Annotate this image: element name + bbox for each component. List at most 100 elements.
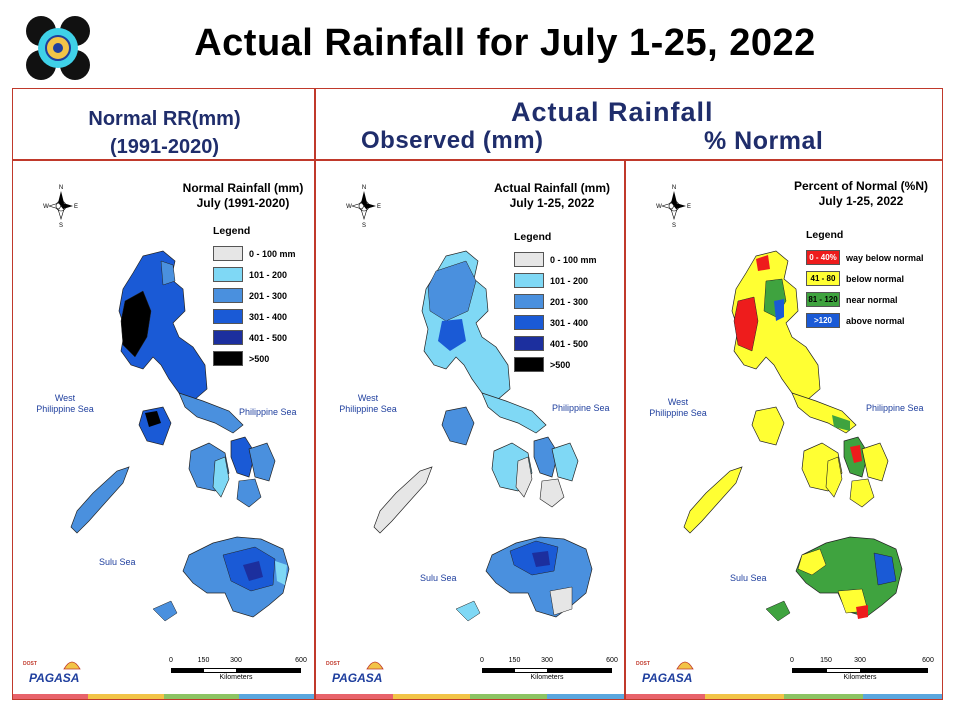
compass-e-label: E xyxy=(377,204,381,210)
color-strip xyxy=(316,694,624,699)
scale-tick: 600 xyxy=(922,657,934,664)
pagasa-logo: DOST PAGASA xyxy=(19,659,81,687)
umbrella-icon xyxy=(63,661,81,670)
scale-tick: 300 xyxy=(854,657,866,664)
scale-tick: 150 xyxy=(508,657,521,664)
sea-label-west: West Philippine Sea xyxy=(648,397,708,419)
sea-label-south: Sulu Sea xyxy=(420,573,457,583)
legend-percent: Legend 0 - 40% way below normal 41 - 80 bel… xyxy=(806,229,924,331)
header-normal-line2: (1991-2020) xyxy=(110,136,219,158)
dost-label: DOST xyxy=(636,661,650,667)
map-title-line1: Actual Rainfall (mm) xyxy=(493,181,610,195)
scale-tick: 300 xyxy=(541,657,553,664)
header-normal-label: Normal RR(mm) (1991-2020) xyxy=(13,105,316,161)
legend-label: 101 - 200 xyxy=(249,269,288,280)
legend-label: 301 - 400 xyxy=(550,317,589,328)
scale-tick: 600 xyxy=(606,657,618,664)
compass-w-label: W xyxy=(656,204,662,210)
legend-swatch xyxy=(514,357,544,372)
legend-item: 0 - 40% way below normal xyxy=(806,247,924,268)
map-panel-percent: Percent of Normal (%N) July 1-25, 2022 N… xyxy=(625,160,943,700)
legend-swatch-label: 0 - 40% xyxy=(809,253,837,262)
legend-item: 0 - 100 mm xyxy=(514,249,597,270)
philippines-map-percent xyxy=(683,250,903,622)
sea-west-line1: West xyxy=(667,397,689,407)
scale-bar: 0 150 300 600 Kilometers xyxy=(480,657,618,681)
scale-ticks: 0 150 300 600 xyxy=(790,657,934,668)
legend-label: 201 - 300 xyxy=(249,290,288,301)
compass-n-label: N xyxy=(362,185,366,191)
legend-label: 0 - 100 mm xyxy=(249,248,296,259)
map-title-line2: July 1-25, 2022 xyxy=(818,194,904,208)
legend-label: above normal xyxy=(846,315,905,326)
legend-label: >500 xyxy=(249,353,270,364)
legend-swatch xyxy=(514,336,544,351)
legend-swatch xyxy=(213,288,243,303)
color-strip xyxy=(13,694,314,699)
legend-item: 401 - 500 xyxy=(213,327,296,348)
scale-bar: 0 150 300 600 Kilometers xyxy=(169,657,307,681)
compass-rose-icon: N S W E xyxy=(43,185,78,229)
legend-swatch: >120 xyxy=(806,313,840,328)
dost-label: DOST xyxy=(326,661,340,667)
scale-ticks: 0 150 300 600 xyxy=(480,657,618,668)
legend-title: Legend xyxy=(213,225,251,237)
legend-item: >500 xyxy=(514,354,597,375)
legend-normal: Legend 0 - 100 mm 101 - 200 201 - 300 301 -… xyxy=(213,225,296,369)
pagasa-seal-logo-icon xyxy=(26,16,90,80)
pagasa-wordmark: PAGASA xyxy=(29,671,80,685)
legend-rows: 0 - 100 mm 101 - 200 201 - 300 301 - 400 401… xyxy=(514,249,597,375)
legend-swatch xyxy=(213,351,243,366)
legend-title: Legend xyxy=(806,229,844,241)
legend-label: 401 - 500 xyxy=(550,338,589,349)
map-title-normal: Normal Rainfall (mm) July (1991-2020) xyxy=(173,181,313,211)
pagasa-logo: DOST PAGASA xyxy=(632,659,694,687)
header-normal-frame: Normal RR(mm) (1991-2020) xyxy=(12,88,315,160)
legend-label: way below normal xyxy=(846,252,924,263)
legend-label: near normal xyxy=(846,294,898,305)
scale-bar-body xyxy=(792,668,928,673)
legend-swatch: 0 - 40% xyxy=(806,250,840,265)
scale-tick: 300 xyxy=(230,657,242,664)
legend-swatch-label: 41 - 80 xyxy=(810,274,836,283)
legend-rows: 0 - 100 mm 101 - 200 201 - 300 301 - 400 401… xyxy=(213,243,296,369)
sea-west-line2: Philippine Sea xyxy=(36,404,94,414)
map-title-line1: Normal Rainfall (mm) xyxy=(182,181,304,195)
scale-unit: Kilometers xyxy=(530,674,564,681)
sea-label-east: Philippine Sea xyxy=(239,407,297,417)
pagasa-wordmark: PAGASA xyxy=(642,671,693,685)
map-title-percent: Percent of Normal (%N) July 1-25, 2022 xyxy=(786,179,936,209)
sea-west-line2: Philippine Sea xyxy=(339,404,397,414)
legend-label: 401 - 500 xyxy=(249,332,288,343)
header-normal-line1: Normal RR(mm) xyxy=(88,108,241,130)
legend-item: 0 - 100 mm xyxy=(213,243,296,264)
legend-swatch xyxy=(514,315,544,330)
legend-item: 41 - 80 below normal xyxy=(806,268,924,289)
legend-item: >120 above normal xyxy=(806,310,924,331)
legend-swatch-label: >120 xyxy=(813,316,833,325)
compass-s-label: S xyxy=(672,223,676,229)
scale-tick: 150 xyxy=(820,657,832,664)
philippines-map-actual xyxy=(373,250,593,622)
legend-label: 201 - 300 xyxy=(550,296,589,307)
sea-label-west: West Philippine Sea xyxy=(338,393,398,415)
sea-label-west: West Philippine Sea xyxy=(35,393,95,415)
map-panel-normal: Normal Rainfall (mm) July (1991-2020) N … xyxy=(12,160,315,700)
legend-swatch xyxy=(514,273,544,288)
dost-label: DOST xyxy=(23,661,37,667)
header-actual-title: Actual Rainfall xyxy=(511,97,714,127)
compass-rose-icon: N S W E xyxy=(656,185,691,229)
scale-unit: Kilometers xyxy=(843,674,877,681)
compass-n-label: N xyxy=(672,185,676,191)
scale-bar-body xyxy=(171,668,301,673)
compass-e-label: E xyxy=(687,204,691,210)
legend-item: 81 - 120 near normal xyxy=(806,289,924,310)
philippines-map-normal xyxy=(70,250,290,622)
legend-swatch-label: 81 - 120 xyxy=(808,295,838,304)
scale-unit: Kilometers xyxy=(219,674,253,681)
legend-item: >500 xyxy=(213,348,296,369)
legend-item: 201 - 300 xyxy=(213,285,296,306)
sea-west-line2: Philippine Sea xyxy=(649,408,707,418)
legend-item: 301 - 400 xyxy=(213,306,296,327)
legend-label: 301 - 400 xyxy=(249,311,288,322)
